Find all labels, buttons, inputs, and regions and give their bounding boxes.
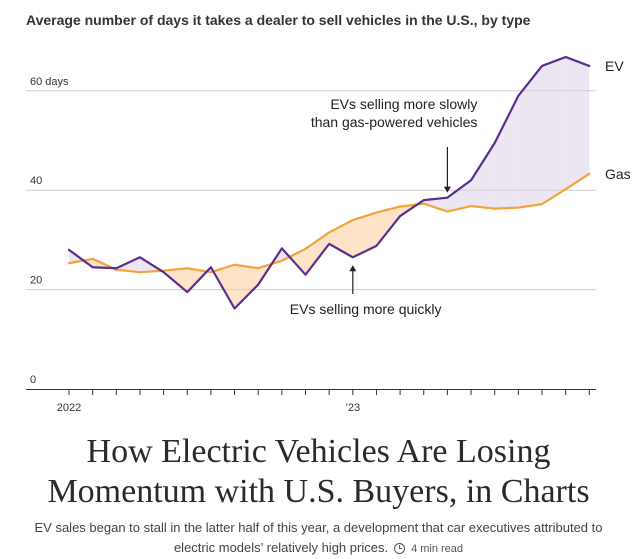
point-gas-12 [352,219,354,221]
point-ev-19 [517,95,519,97]
point-gas-16 [446,210,448,213]
point-ev-12 [352,256,354,258]
series-label-ev: EV [605,58,624,74]
point-ev-0 [68,249,70,251]
point-ev-3 [139,256,141,258]
point-ev-22 [588,65,590,67]
fill-band-7-0 [234,264,259,309]
dek-line-2: electric models’ relatively high prices.… [0,538,637,559]
y-tick-label-60: 60 days [30,76,69,88]
point-ev-17 [470,179,472,181]
y-tick-label-0: 0 [30,374,36,386]
grid-layer: 0 20 40 60 days [26,76,596,386]
headline-line-1[interactable]: How Electric Vehicles Are Losing [86,433,551,470]
x-tick-label-12: ’23 [345,402,360,414]
point-ev-9 [281,247,283,249]
dek-line-1: EV sales began to stall in the latter ha… [34,520,603,535]
point-ev-4 [163,271,165,273]
fill-band-17-0 [471,142,495,209]
point-gas-19 [517,206,519,209]
point-gas-1 [92,258,94,260]
point-gas-10 [304,248,307,250]
point-ev-1 [92,266,94,268]
point-ev-5 [186,291,188,293]
annotation-slow-arrowhead [443,186,451,193]
point-ev-13 [375,245,378,247]
point-ev-10 [304,274,307,276]
annotation-slow-line-0: EVs selling more slowly [330,96,477,112]
point-gas-3 [139,271,141,273]
fill-band-20-0 [542,57,566,205]
point-gas-21 [565,188,567,190]
annotation-layer: EVs selling more slowly than gas-powered … [290,96,478,317]
headline-line-2[interactable]: Momentum with U.S. Buyers, in Charts [47,473,590,510]
point-gas-17 [470,205,472,207]
annotation-quick-arrowhead [349,265,357,272]
y-tick-label-20: 20 [30,275,42,287]
dek-line-2-text: electric models’ relatively high prices. [173,540,389,555]
fill-band-11-0 [329,220,353,258]
point-ev-2 [115,267,117,269]
point-gas-6 [210,271,212,273]
point-gas-14 [399,206,401,208]
point-gas-9 [281,260,283,262]
point-ev-20 [541,65,543,67]
point-gas-2 [115,269,117,271]
point-gas-7 [233,264,236,266]
annotation-quick-line-0: EVs selling more quickly [290,301,442,317]
point-ev-7 [233,307,236,310]
clock-icon [394,543,406,554]
days-to-sell-line-chart: 0 20 40 60 days 2022 ’23 Gas EV EVs selling m… [26,55,631,414]
fill-layer [69,57,590,309]
point-gas-20 [541,203,543,205]
point-gas-0 [68,262,70,264]
read-time: 4 min read [411,543,464,555]
fill-band-21-0 [565,57,590,190]
x-tick-label-0: 2022 [57,402,81,414]
point-gas-11 [328,231,330,234]
point-ev-8 [257,284,259,286]
point-ev-16 [446,197,448,199]
fill-band-18-0 [494,95,519,209]
point-gas-13 [375,211,378,214]
series-label-gas: Gas [605,166,631,182]
point-gas-22 [588,173,590,175]
x-axis: 2022 ’23 [26,389,596,414]
fill-band-13-0 [376,206,401,246]
point-gas-15 [423,203,425,205]
annotation-slow-line-1: than gas-powered vehicles [311,114,478,130]
series-layer: Gas EV [67,55,631,310]
point-ev-21 [565,56,567,58]
point-ev-11 [328,243,330,245]
point-ev-18 [494,142,496,144]
fill-band-19-0 [518,65,542,208]
fill-band-12-0 [352,212,377,258]
y-tick-label-40: 40 [30,175,42,187]
point-gas-8 [257,267,259,269]
point-ev-6 [210,266,212,268]
point-ev-14 [399,215,401,217]
fill-band-10-0 [305,232,330,275]
point-gas-5 [186,267,188,269]
fill-band-16-0 [447,180,472,212]
fill-band-15-0 [423,197,448,212]
chart-title: Average number of days it takes a dealer… [26,12,531,28]
point-gas-18 [494,207,496,210]
point-ev-15 [423,199,425,201]
